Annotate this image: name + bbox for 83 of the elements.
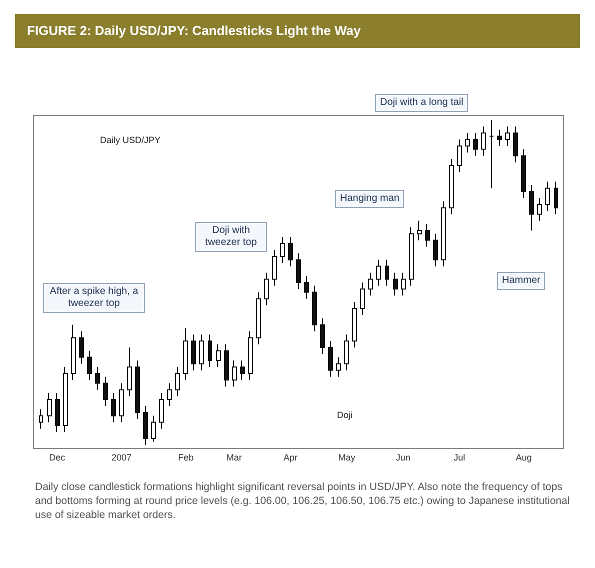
candlestick xyxy=(481,126,486,156)
candlestick xyxy=(328,340,333,378)
chart-title: FIGURE 2: Daily USD/JPY: Candlesticks Light the Way xyxy=(15,14,580,48)
candlestick xyxy=(119,382,124,423)
candlestick xyxy=(79,330,84,364)
candlestick xyxy=(216,344,221,368)
candlestick xyxy=(513,126,518,163)
candlestick xyxy=(151,415,156,442)
candlestick xyxy=(240,360,245,380)
candlestick xyxy=(344,334,349,371)
candlestick xyxy=(433,233,438,267)
candlestick xyxy=(143,406,148,446)
x-tick-label: Apr xyxy=(283,452,298,462)
candlestick xyxy=(199,334,204,371)
candlestick xyxy=(63,366,68,432)
annotation: Daily USD/JPY xyxy=(100,135,161,145)
candlestick xyxy=(296,252,301,290)
x-tick-label: Mar xyxy=(226,452,242,462)
candlestick xyxy=(47,392,52,423)
x-tick-label: 2007 xyxy=(111,452,132,462)
annotation: Doji with tweezer top xyxy=(195,222,267,252)
candlestick xyxy=(401,272,406,296)
candlestick xyxy=(167,382,172,406)
candlestick xyxy=(393,272,398,296)
candlestick xyxy=(537,198,542,222)
annotation: Doji xyxy=(337,410,353,420)
candlestick xyxy=(256,292,261,345)
x-tick-label: Jun xyxy=(396,452,410,462)
candlestick xyxy=(545,181,550,212)
candlestick xyxy=(71,324,76,380)
candlestick xyxy=(87,350,92,380)
x-tick-label: Dec xyxy=(49,452,66,462)
candlestick xyxy=(95,366,100,390)
candlestick xyxy=(385,259,389,286)
candlestick xyxy=(417,220,422,241)
annotation: Hanging man xyxy=(335,190,404,208)
candlestick xyxy=(39,408,43,430)
candlestick xyxy=(304,276,309,300)
candlestick xyxy=(409,226,414,286)
annotation: After a spike high, a tweezer top xyxy=(43,283,145,313)
candlestick xyxy=(272,250,277,286)
candlestick xyxy=(175,366,180,397)
candlestick xyxy=(127,347,132,397)
candlestick xyxy=(529,184,534,231)
candlestick xyxy=(135,360,140,420)
candlestick xyxy=(376,259,381,286)
candlestick xyxy=(368,272,373,296)
candlestick xyxy=(288,236,293,267)
candlestick xyxy=(103,376,108,406)
candlestick xyxy=(111,392,116,423)
candlestick xyxy=(336,356,341,378)
text: Daily close candlestick formations highlight significant reversal points in USD/JPY. Also note the frequency of tops and bottoms forming at round price levels (e.g. 106.00, 106.25, 106.50, 106.75 etc.) owing to Japanese institutional use of sizeable market orders. xyxy=(35,480,571,522)
candlestick xyxy=(473,132,478,156)
candlestick xyxy=(248,330,253,380)
candlestick xyxy=(232,360,237,387)
candlestick xyxy=(360,282,365,316)
candlestick xyxy=(457,139,462,172)
annotation: Hammer xyxy=(497,272,546,290)
candlestick xyxy=(159,392,164,430)
candlestick xyxy=(554,181,558,215)
candlestick xyxy=(264,272,269,306)
candlestick xyxy=(449,158,454,215)
candlestick xyxy=(312,285,317,332)
candlestick xyxy=(191,334,196,371)
x-tick-label: Jul xyxy=(454,452,466,462)
candlestick xyxy=(55,392,60,432)
candlestick xyxy=(425,224,430,248)
x-tick-label: Aug xyxy=(516,452,532,462)
text: Doji with a long tail xyxy=(375,94,468,112)
candlestick xyxy=(208,334,212,368)
candlestick xyxy=(441,200,446,267)
candlestick xyxy=(320,318,325,354)
candlestick xyxy=(352,302,357,348)
candlestick xyxy=(505,126,510,146)
candlestick xyxy=(224,344,229,387)
x-tick-label: Feb xyxy=(178,452,194,462)
candlestick xyxy=(280,236,285,264)
x-tick-label: May xyxy=(338,452,356,462)
candlestick xyxy=(489,120,494,189)
candlestick xyxy=(183,328,188,380)
candlestick xyxy=(521,148,526,198)
candlestick xyxy=(497,129,502,146)
candlestick xyxy=(465,132,470,153)
